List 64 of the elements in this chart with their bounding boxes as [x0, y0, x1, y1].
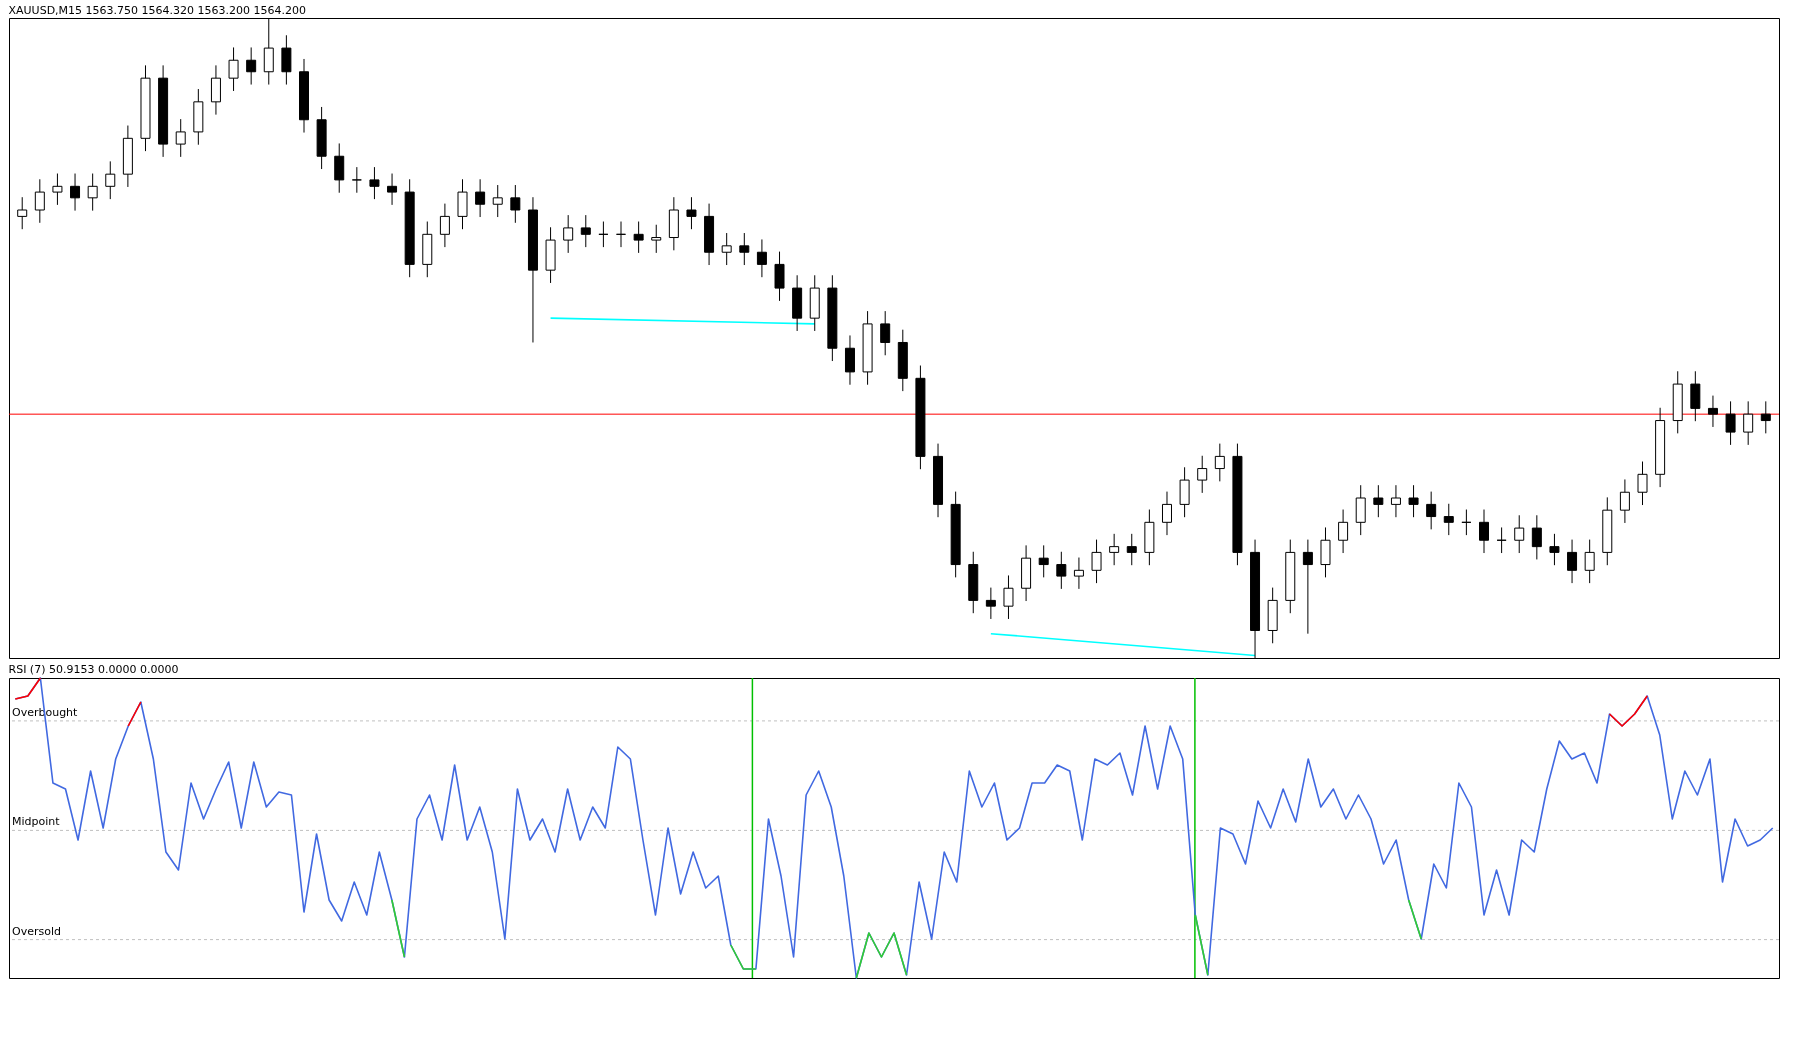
candlestick [52, 173, 63, 206]
candlestick [1056, 551, 1067, 590]
candlestick [1637, 461, 1648, 506]
candlestick [1531, 514, 1542, 560]
candlestick [1003, 574, 1014, 620]
ref-line-label: Midpoint [12, 815, 61, 829]
candlestick [1302, 539, 1313, 635]
candlestick [1619, 478, 1630, 524]
candlestick [175, 118, 186, 158]
candlestick [510, 184, 521, 224]
candlestick [580, 214, 591, 248]
candlestick [1161, 491, 1172, 536]
candlestick [1443, 503, 1454, 536]
candlestick [1567, 539, 1578, 584]
candlestick [1390, 484, 1401, 518]
candlestick [1584, 539, 1595, 584]
candlestick [1373, 484, 1384, 518]
candlestick [1743, 400, 1754, 446]
candlestick [880, 310, 891, 356]
candlestick [756, 238, 767, 278]
candlestick [1338, 509, 1349, 554]
candlestick [1038, 544, 1049, 578]
candlestick [246, 46, 257, 86]
candlestick [651, 224, 662, 254]
candlestick [475, 178, 486, 218]
candlestick [563, 214, 574, 254]
candlestick [1408, 484, 1419, 518]
candlestick [1479, 509, 1489, 554]
candlestick [351, 166, 362, 194]
candlestick [1707, 395, 1718, 428]
candlestick [1109, 533, 1120, 566]
candlestick [334, 142, 345, 194]
candlestick [721, 232, 732, 266]
candlestick [633, 221, 644, 254]
candlestick [70, 173, 81, 212]
ref-line-label: Oversold [12, 924, 61, 938]
candlestick [1549, 533, 1560, 566]
candlestick [1126, 533, 1137, 566]
candlestick [739, 232, 750, 266]
candlestick [1514, 514, 1525, 554]
chart-title: RSI (7) 50.9153 0.0000 0.0000 [8, 663, 179, 677]
candlestick [844, 334, 855, 386]
candlestick [1760, 400, 1771, 434]
candlestick [1725, 400, 1736, 446]
candlestick [1214, 443, 1225, 482]
candlestick [1091, 539, 1102, 584]
candlestick [774, 251, 785, 302]
chart-title: XAUUSD,M15 1563.750 1564.320 1563.200 1564.200 [8, 3, 307, 17]
candlestick [686, 196, 697, 230]
candlestick [1073, 557, 1084, 590]
candlestick [1426, 491, 1437, 530]
candlestick [985, 587, 996, 620]
candlestick [439, 203, 450, 248]
candlestick [87, 173, 98, 212]
candlestick [210, 64, 221, 116]
candlestick [387, 173, 398, 206]
candlestick [1197, 455, 1208, 494]
candlestick [369, 166, 380, 200]
candlestick [281, 34, 292, 86]
candlestick [492, 184, 503, 218]
candlestick [105, 160, 116, 200]
candlestick [34, 178, 45, 224]
candlestick [228, 46, 239, 92]
candlestick [17, 196, 28, 230]
